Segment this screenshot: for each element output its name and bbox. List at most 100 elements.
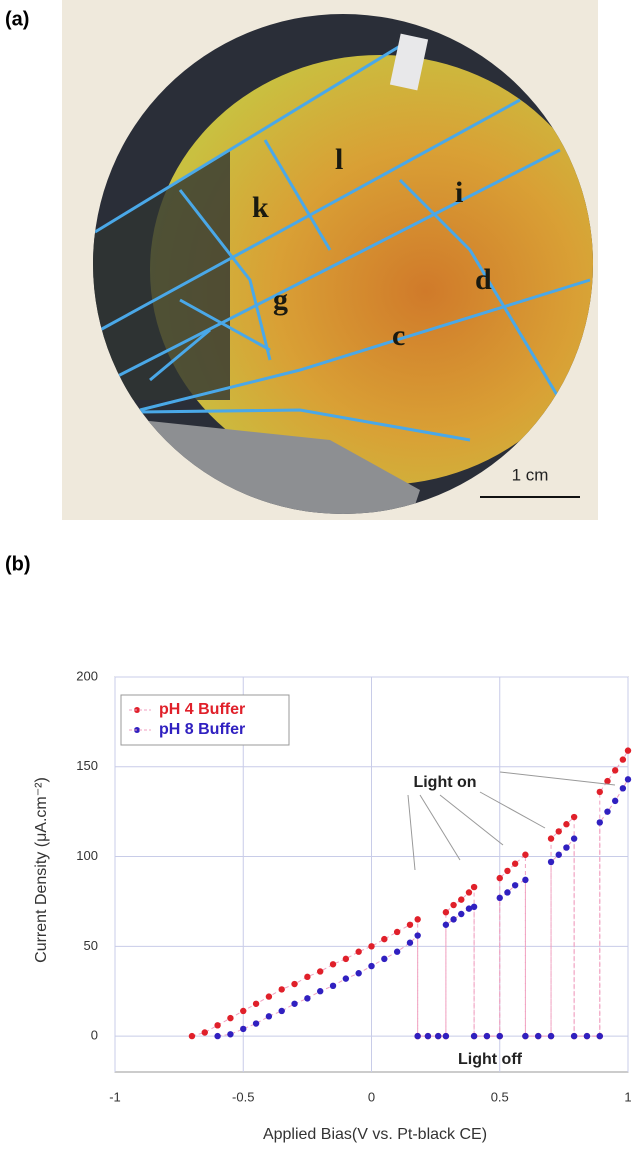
data-point: [443, 909, 449, 915]
data-point: [202, 1029, 208, 1035]
data-point: [381, 956, 387, 962]
x-tick-label: -0.5: [232, 1089, 254, 1104]
data-point: [253, 1001, 259, 1007]
data-point: [368, 963, 374, 969]
region-label: c: [392, 319, 405, 352]
y-axis-label: Current Density (μA.cm⁻²): [33, 777, 50, 963]
data-point: [604, 808, 610, 814]
data-point: [317, 988, 323, 994]
data-point: [343, 956, 349, 962]
data-point: [512, 861, 518, 867]
data-point: [435, 1033, 441, 1039]
data-point: [304, 974, 310, 980]
data-point: [548, 1033, 554, 1039]
region-label: d: [475, 263, 492, 296]
data-point: [471, 1033, 477, 1039]
photo: l k i g d c 1 cm: [62, 0, 610, 520]
figure: l k i g d c 1 cm (a) (b) -1 -0.5 0 0.5 1 0 50 1…: [0, 0, 636, 1146]
data-point: [253, 1020, 259, 1026]
panel-label: (a): [5, 8, 29, 30]
data-point: [330, 983, 336, 989]
y-tick-label: 100: [76, 848, 98, 863]
data-point: [450, 902, 456, 908]
data-point: [625, 776, 631, 782]
data-point: [497, 895, 503, 901]
data-point: [330, 961, 336, 967]
data-point: [604, 778, 610, 784]
data-point: [214, 1022, 220, 1028]
data-point: [620, 756, 626, 762]
data-point: [556, 828, 562, 834]
data-point: [484, 1033, 490, 1039]
y-tick-label: 50: [84, 938, 98, 953]
data-point: [443, 1033, 449, 1039]
data-point: [563, 844, 569, 850]
data-point: [504, 868, 510, 874]
data-point: [291, 1001, 297, 1007]
data-point: [497, 1033, 503, 1039]
data-point: [612, 767, 618, 773]
annotation: Light off: [458, 1051, 523, 1068]
data-point: [394, 929, 400, 935]
data-point: [597, 789, 603, 795]
legend-label: pH 4 Buffer: [159, 701, 245, 718]
x-tick-label: 0.5: [491, 1089, 509, 1104]
data-point: [414, 1033, 420, 1039]
data-point: [279, 986, 285, 992]
data-point: [214, 1033, 220, 1039]
x-axis-label: Applied Bias(V vs. Pt-black CE): [263, 1126, 487, 1143]
data-point: [304, 995, 310, 1001]
region-label: k: [252, 191, 269, 224]
data-point: [471, 884, 477, 890]
x-tick-label: 1: [624, 1089, 631, 1104]
plot: -1 -0.5 0 0.5 1 0 50 100 150 200 pH 4 Buffer pH 8 B…: [76, 668, 631, 1104]
data-point: [522, 877, 528, 883]
data-point: [512, 882, 518, 888]
data-point: [504, 889, 510, 895]
data-point: [291, 981, 297, 987]
data-point: [266, 993, 272, 999]
region-label: g: [273, 283, 288, 316]
data-point: [394, 949, 400, 955]
data-point: [458, 911, 464, 917]
data-point: [450, 916, 456, 922]
data-point: [497, 875, 503, 881]
data-point: [189, 1033, 195, 1039]
data-point: [522, 852, 528, 858]
data-point: [535, 1033, 541, 1039]
y-tick-label: 150: [76, 758, 98, 773]
x-tick-label: 0: [368, 1089, 375, 1104]
data-point: [355, 970, 361, 976]
data-point: [227, 1031, 233, 1037]
y-tick-label: 0: [91, 1028, 98, 1043]
data-point: [466, 889, 472, 895]
data-point: [381, 936, 387, 942]
data-point: [571, 814, 577, 820]
x-tick-label: -1: [109, 1089, 121, 1104]
data-point: [343, 975, 349, 981]
annotation: Light on: [413, 774, 476, 791]
data-point: [368, 943, 374, 949]
data-point: [563, 821, 569, 827]
legend-label: pH 8 Buffer: [159, 721, 245, 738]
panel-label: (b): [5, 553, 31, 575]
data-point: [612, 798, 618, 804]
data-point: [443, 922, 449, 928]
data-point: [279, 1008, 285, 1014]
data-point: [355, 949, 361, 955]
region-label: l: [335, 143, 343, 176]
data-point: [556, 852, 562, 858]
data-point: [240, 1008, 246, 1014]
data-point: [266, 1013, 272, 1019]
data-point: [522, 1033, 528, 1039]
data-point: [597, 1033, 603, 1039]
data-point: [317, 968, 323, 974]
data-point: [571, 1033, 577, 1039]
data-point: [425, 1033, 431, 1039]
data-point: [571, 835, 577, 841]
data-point: [471, 904, 477, 910]
data-point: [625, 747, 631, 753]
region-label: i: [455, 176, 463, 209]
data-point: [227, 1015, 233, 1021]
y-tick-label: 200: [76, 668, 98, 683]
